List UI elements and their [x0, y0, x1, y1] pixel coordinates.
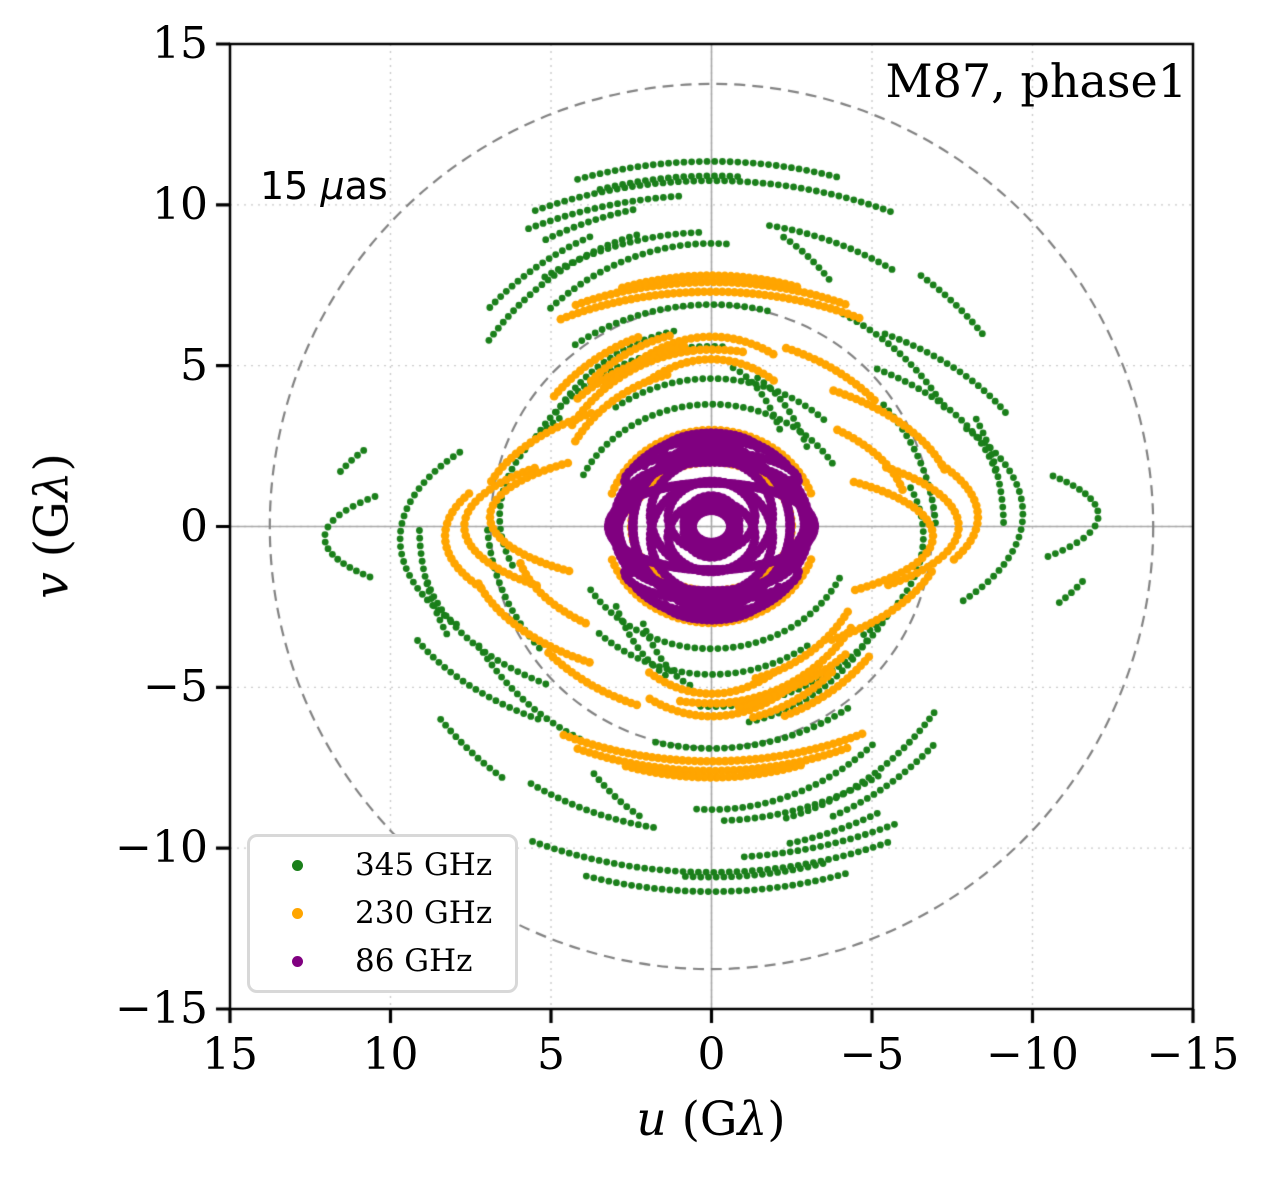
y-tick-label: 10: [152, 178, 208, 230]
scale-annotation: 15 μas: [260, 164, 388, 208]
y-tick-label: −10: [115, 822, 208, 874]
legend-marker-dot-345ghz: [292, 859, 303, 871]
x-axis-label: u (Gλ): [636, 1092, 785, 1147]
x-tick-label: 5: [537, 1029, 565, 1080]
x-tick-label: −15: [1146, 1029, 1240, 1080]
legend-item-label: 86 GHz: [355, 943, 473, 980]
y-tick-label: 15: [152, 18, 208, 69]
x-tick-label: −5: [839, 1029, 905, 1080]
legend-item-label: 345 GHz: [355, 846, 493, 883]
y-tick-label: 5: [180, 339, 208, 391]
y-axis-variable: v: [24, 572, 80, 599]
y-axis-lambda: λ: [24, 471, 80, 502]
legend-item-230ghz: 230 GHz: [250, 894, 515, 931]
scale-annotation-number: 15: [260, 164, 321, 208]
x-tick-label: 10: [362, 1029, 419, 1080]
mu-symbol: μ: [320, 164, 345, 208]
y-tick-label: −15: [115, 983, 208, 1034]
x-tick-label: 0: [697, 1029, 726, 1080]
x-tick-label: −10: [986, 1029, 1079, 1080]
legend-item-label: 230 GHz: [355, 894, 493, 931]
x-axis-unit-open: (G: [666, 1092, 738, 1147]
scale-annotation-unit: as: [344, 164, 388, 208]
legend-item-345ghz: 345 GHz: [250, 846, 515, 883]
x-tick-label: 15: [202, 1029, 258, 1080]
legend-marker-dot-230ghz: [292, 907, 303, 919]
y-tick-label: 0: [180, 500, 208, 552]
plot-title: M87, phase1: [885, 54, 1187, 108]
y-axis-unit-close: ): [24, 453, 80, 472]
x-axis-unit-close: ): [767, 1092, 786, 1147]
legend: 345 GHz 230 GHz 86 GHz: [247, 834, 518, 993]
y-tick-label: −5: [143, 661, 208, 713]
x-axis-variable: u: [636, 1092, 667, 1147]
x-axis-lambda: λ: [737, 1092, 768, 1147]
legend-item-86ghz: 86 GHz: [250, 946, 515, 977]
legend-marker-dot-86ghz: [292, 956, 303, 968]
